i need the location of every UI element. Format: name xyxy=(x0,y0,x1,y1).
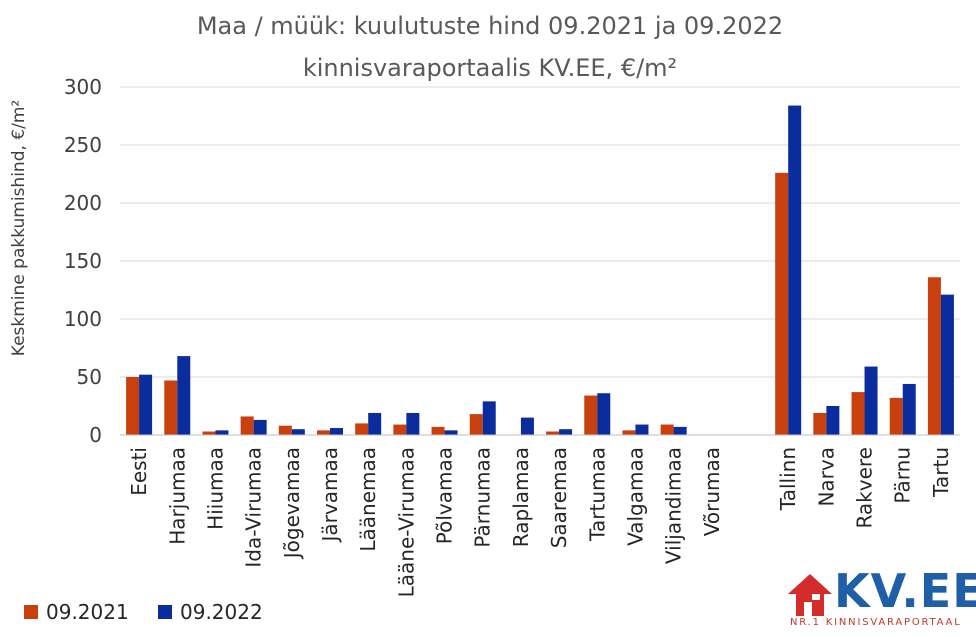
legend-swatch-2022 xyxy=(158,605,172,619)
bar-09.2021-Jõgevamaa xyxy=(278,425,292,435)
bar-09.2021-Läänemaa xyxy=(355,423,369,435)
bar-09.2021-Pärnumaa xyxy=(469,414,483,435)
x-tick-label: Põlvamaa xyxy=(433,447,457,544)
x-tick-label: Tartu xyxy=(929,447,953,498)
legend-item-2021: 09.2021 xyxy=(24,600,129,624)
bar-09.2022-Põlvamaa xyxy=(444,430,458,435)
bar-09.2022-Jõgevamaa xyxy=(291,429,305,435)
x-tick-label: Pärnu xyxy=(891,447,915,504)
bar-09.2021-Tartu xyxy=(927,277,941,435)
x-tick-label: Jõgevamaa xyxy=(280,447,304,560)
bar-09.2021-Viljandimaa xyxy=(660,424,674,435)
bar-09.2022-Lääne-Virumaa xyxy=(406,412,420,435)
x-tick-label: Rakvere xyxy=(853,447,877,529)
bar-09.2021-Ida-Virumaa xyxy=(240,416,254,435)
bar-09.2021-Harjumaa xyxy=(164,380,178,435)
x-tick-label: Viljandimaa xyxy=(662,447,686,564)
x-tick-label: Järvamaa xyxy=(318,447,342,543)
y-tick-label: 100 xyxy=(64,307,102,331)
legend-item-2022: 09.2022 xyxy=(158,600,263,624)
x-tick-label: Hiiumaa xyxy=(203,447,227,530)
bar-09.2022-Pärnu xyxy=(902,383,916,435)
y-tick-label: 150 xyxy=(64,249,102,273)
y-tick-label: 300 xyxy=(64,75,102,99)
y-tick-label: 50 xyxy=(77,365,102,389)
bar-09.2022-Pärnumaa xyxy=(482,401,496,435)
kv-ee-logo: KV.EE NR.1 KINNISVARAPORTAAL xyxy=(784,564,976,636)
bar-09.2021-Järvamaa xyxy=(317,430,330,435)
bar-09.2021-Pärnu xyxy=(889,397,903,435)
bar-09.2022-Saaremaa xyxy=(559,429,573,435)
bar-09.2022-Ida-Virumaa xyxy=(253,419,267,435)
bar-09.2022-Hiiumaa xyxy=(215,430,229,435)
chart-title-line-1: Maa / müük: kuulutuste hind 09.2021 ja 0… xyxy=(196,12,784,40)
x-tick-label: Tallinn xyxy=(776,447,800,511)
bar-09.2022-Valgamaa xyxy=(635,424,649,435)
legend-label-2021: 09.2021 xyxy=(46,600,129,624)
chart-title-line-2: kinnisvaraportaalis KV.EE, €/m² xyxy=(302,54,678,82)
bar-09.2021-Lääne-Virumaa xyxy=(393,424,407,435)
x-tick-label: Eesti xyxy=(127,447,151,496)
bar-09.2021-Narva xyxy=(813,412,827,435)
logo-text: KV.EE xyxy=(834,564,976,618)
bar-09.2022-Harjumaa xyxy=(177,356,191,435)
x-tick-label: Pärnumaa xyxy=(471,447,495,548)
bar-09.2021-Tartumaa xyxy=(584,395,598,435)
bar-09.2021-Tallinn xyxy=(775,172,789,435)
y-tick-label: 0 xyxy=(89,423,102,447)
bar-09.2022-Narva xyxy=(826,406,840,435)
bar-09.2022-Rakvere xyxy=(864,366,878,435)
logo-subtitle: NR.1 KINNISVARAPORTAAL xyxy=(790,617,962,628)
y-axis-label: Keskmine pakkumishind, €/m² xyxy=(9,100,29,356)
bar-09.2022-Raplamaa xyxy=(520,417,534,435)
bar-09.2021-Valgamaa xyxy=(622,430,636,435)
bar-09.2021-Rakvere xyxy=(851,392,865,435)
bar-09.2022-Tartu xyxy=(940,294,954,435)
x-tick-label: Läänemaa xyxy=(356,447,380,552)
bar-09.2022-Viljandimaa xyxy=(673,426,687,435)
bar-09.2021-Põlvamaa xyxy=(431,426,445,435)
x-tick-label: Ida-Virumaa xyxy=(242,447,266,568)
legend-label-2022: 09.2022 xyxy=(180,600,263,624)
x-tick-label: Narva xyxy=(814,447,838,507)
legend-swatch-2021 xyxy=(24,605,38,619)
y-tick-label: 250 xyxy=(64,133,102,157)
bar-09.2022-Eesti xyxy=(139,374,153,435)
x-tick-label: Valgamaa xyxy=(623,447,647,546)
bar-09.2021-Saaremaa xyxy=(546,431,560,435)
bar-09.2021-Eesti xyxy=(126,377,140,435)
x-tick-label: Saaremaa xyxy=(547,447,571,548)
x-tick-label: Võrumaa xyxy=(700,447,724,536)
bar-09.2021-Hiiumaa xyxy=(202,431,216,435)
house-icon xyxy=(788,574,832,616)
bar-09.2022-Läänemaa xyxy=(368,412,382,435)
bar-09.2022-Tartumaa xyxy=(597,393,611,435)
bar-09.2022-Tallinn xyxy=(788,105,802,435)
y-tick-label: 200 xyxy=(64,191,102,215)
x-tick-label: Lääne-Virumaa xyxy=(394,447,418,597)
bar-09.2022-Järvamaa xyxy=(330,428,343,435)
x-tick-label: Raplamaa xyxy=(509,447,533,547)
x-tick-label: Harjumaa xyxy=(165,447,189,545)
x-tick-label: Tartumaa xyxy=(585,447,609,542)
